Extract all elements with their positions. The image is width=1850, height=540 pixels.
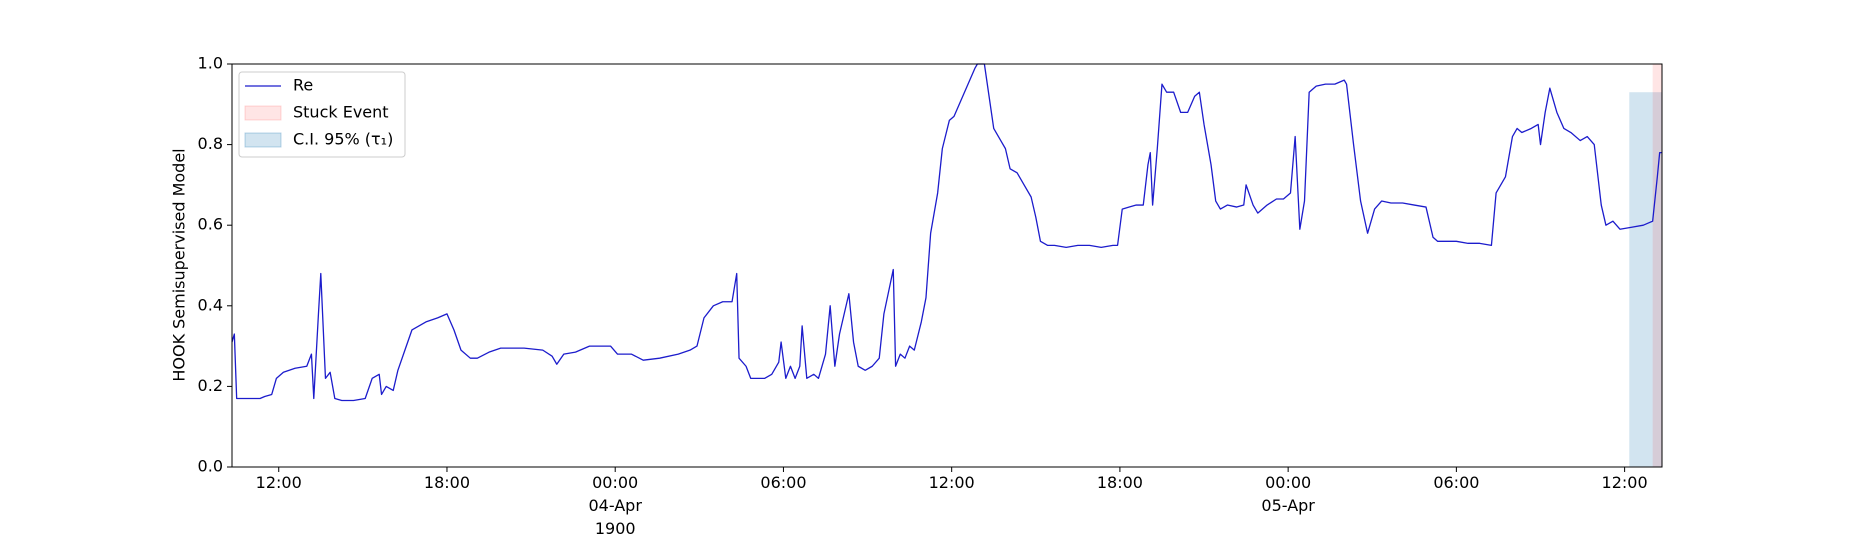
y-tick-label: 0.8: [198, 134, 223, 153]
span: [1629, 92, 1662, 468]
x-tick-label: 00:00 05-Apr: [1261, 473, 1315, 515]
legend-label: Stuck Event: [293, 103, 389, 122]
y-tick-label: 1.0: [198, 54, 223, 73]
y-tick-label: 0.2: [198, 376, 223, 395]
x-tick-label: 06:00: [1433, 473, 1480, 492]
y-tick-label: 0.6: [198, 215, 223, 234]
legend: Re Stuck Event C.I. 95% (τ₁): [238, 71, 406, 158]
x-tick-label: 12:00: [928, 473, 975, 492]
legend-box: [238, 71, 406, 158]
x-tick-label: 00:00 04-Apr 1900: [588, 473, 642, 538]
y-tick-label: 0.0: [198, 457, 223, 476]
legend-label: C.I. 95% (τ₁): [293, 130, 393, 149]
x-tick-label: 18:00: [423, 473, 471, 492]
x-tick-label: 12:00: [255, 473, 302, 492]
x-tick-label: 12:00: [1601, 473, 1648, 492]
y-tick-label: 0.4: [198, 295, 223, 314]
y-axis-label: HOOK Semisupervised Model: [170, 148, 189, 381]
legend-patch: [244, 132, 282, 148]
legend-patch: [244, 105, 282, 121]
x-tick-label: 18:00: [1096, 473, 1143, 492]
page: {"chart_data": {"type": "line", "ylabel"…: [169, 53, 1663, 538]
legend-label: Re: [293, 76, 313, 95]
axes-frame: [231, 63, 1663, 468]
line: [231, 63, 1662, 402]
x-tick-label: 06:00: [760, 473, 807, 492]
chart: HOOK Semisupervised Model 0.0 0.2 0.4 0.6 0.…: [170, 54, 1663, 476]
span: [1652, 64, 1662, 467]
